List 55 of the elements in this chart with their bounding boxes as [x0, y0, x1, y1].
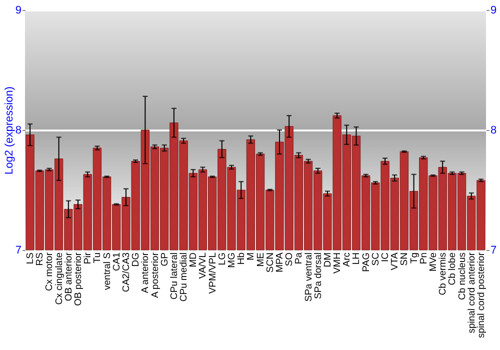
x-tick-label: Arc [342, 252, 353, 267]
x-tick-label: spinal cord anterior [466, 252, 478, 334]
x-tick-label: MG [226, 252, 238, 268]
x-tick-label: SCN [264, 252, 276, 273]
x-tick-label: M [246, 252, 257, 260]
x-tick-label: Cx cingulate [54, 252, 65, 305]
y-tick-label: 7 [15, 244, 22, 256]
x-tick-label: IC [380, 252, 392, 262]
y2-tick-label: 7 [490, 244, 497, 256]
x-tick-label: RS [34, 252, 46, 266]
x-tick-label: A posterior [150, 252, 161, 298]
x-tick-label: LH [351, 252, 362, 265]
x-tick-label: ventral S [102, 252, 113, 290]
x-tick-label: Cb lobe [447, 252, 458, 286]
y2-tick-label: 8 [490, 124, 497, 136]
y2-tick-label: 9 [490, 4, 497, 16]
x-tick-label: CPu medial [178, 252, 190, 302]
x-tick-label: VMH [332, 252, 344, 274]
x-tick-label: SN [399, 252, 410, 266]
x-tick-label: OB posterior [73, 252, 84, 306]
x-tick-label: MVe [428, 252, 439, 272]
x-tick-label: VPM/VPL [207, 252, 218, 294]
y-tick-label: 9 [15, 4, 22, 16]
x-tick-label: Cx motor [44, 252, 56, 292]
x-tick-label: PAG [360, 252, 372, 272]
x-tick-label: MD [188, 252, 200, 268]
x-tick-label: Tu [92, 252, 104, 264]
x-tick-label: SC [370, 252, 382, 266]
x-tick-label: Tg [408, 252, 420, 264]
x-tick-label: LS [25, 252, 36, 264]
y-tick-label: 8 [15, 124, 22, 136]
x-tick-label: GP [159, 252, 170, 266]
x-tick-label: SPa dorsal [312, 252, 324, 299]
x-tick-label: Pn [418, 252, 430, 264]
x-tick-label: Pa [294, 252, 305, 264]
x-tick-label: SPa ventral [303, 252, 314, 302]
x-tick-label: MPA [274, 252, 286, 272]
x-tick-label: Cb nucleus [456, 252, 468, 300]
x-tick-label: CPu lateral [168, 252, 180, 300]
x-tick-label: CA2/CA3 [120, 252, 132, 292]
x-tick-label: OB anterior [63, 252, 74, 302]
x-tick-label: Pir [82, 252, 94, 264]
x-tick-label: VA/VL [198, 252, 209, 279]
x-tick-label: DM [322, 252, 334, 268]
x-tick-label: SO [284, 252, 296, 266]
x-tick-label: CA1 [111, 252, 122, 271]
x-tick-label: DG [130, 252, 142, 267]
x-tick-label: LG [216, 252, 228, 266]
x-tick-label: ME [255, 252, 266, 267]
x-tick-label: spinal cord posterior [476, 252, 487, 338]
y-axis-title: Log2 (expression) [3, 86, 16, 175]
x-tick-label: Cb vermis [438, 252, 449, 296]
x-tick-label: Hb [236, 252, 248, 265]
x-tick-label: VTA [390, 252, 401, 270]
x-tick-label: A anterior [140, 252, 152, 294]
